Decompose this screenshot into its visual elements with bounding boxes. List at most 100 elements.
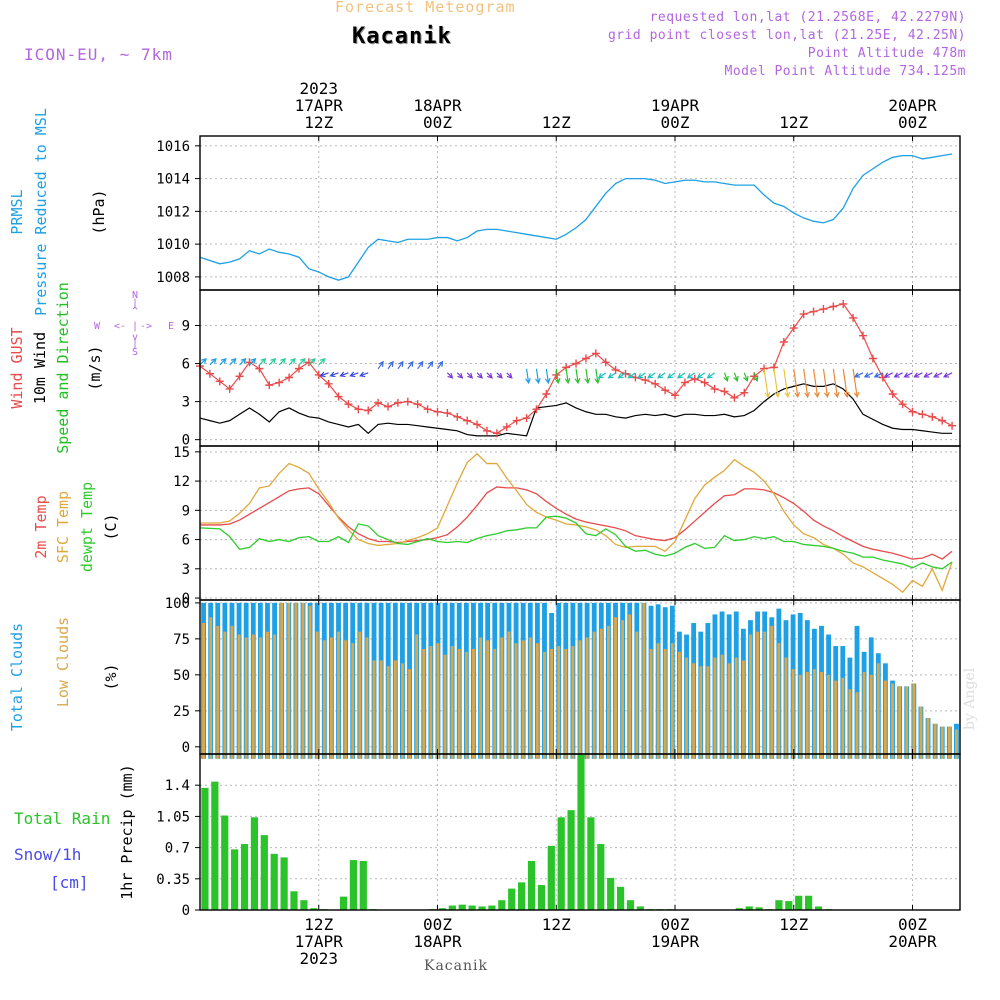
- rain-bar: [755, 907, 763, 910]
- low-clouds-bar: [876, 663, 880, 759]
- wind-arrow: [733, 372, 739, 383]
- low-clouds-bar: [741, 660, 745, 759]
- wind-gust-marker: [938, 416, 947, 425]
- wind-gust-markers: [196, 299, 957, 438]
- wind-arrow: [319, 371, 329, 378]
- wind-gust-marker: [512, 416, 521, 425]
- low-clouds-bar: [663, 648, 667, 759]
- panel-3-frame: [199, 445, 961, 601]
- time-label: 17APR: [295, 96, 344, 115]
- rain-bar: [468, 905, 476, 910]
- location-name: Kacanik: [352, 24, 452, 49]
- low-clouds-bar: [400, 663, 404, 759]
- low-clouds-bar: [358, 631, 362, 759]
- wind-arrow: [359, 371, 369, 378]
- compass-n: N: [132, 290, 139, 301]
- ytick-label: 1008: [156, 270, 190, 286]
- low-clouds-bar: [763, 631, 767, 759]
- low-clouds-bar: [216, 625, 220, 759]
- wind-gust-marker: [255, 364, 264, 373]
- low-clouds-bar: [528, 637, 532, 759]
- wind-gust-marker: [492, 429, 501, 438]
- low-clouds-bar: [457, 648, 461, 759]
- ytick-label: 1010: [156, 237, 190, 253]
- rain-bar: [785, 901, 793, 910]
- low-clouds-bar: [912, 683, 916, 759]
- rain-bar: [221, 815, 229, 910]
- wind-arrow: [763, 368, 771, 399]
- wind-gust-marker: [443, 409, 452, 418]
- low-clouds-bar: [905, 686, 909, 759]
- rain-bar: [537, 885, 546, 910]
- wind-arrow: [584, 368, 591, 385]
- low-clouds-bar: [770, 625, 774, 759]
- wind-arrow: [496, 372, 503, 379]
- wind-arrow: [676, 372, 686, 379]
- temp-2m-label: 2m Temp: [32, 495, 50, 558]
- wind-arrow: [329, 371, 339, 378]
- wind-arrow: [812, 368, 820, 399]
- low-clouds-bar: [337, 631, 340, 759]
- rain-bar: [488, 905, 496, 910]
- low-clouds-bar: [514, 643, 518, 759]
- low-clouds-bar: [372, 660, 376, 759]
- low-clouds-bar: [365, 637, 369, 759]
- ytick-label: 0: [182, 433, 190, 449]
- dewpt-label: dewpt Temp: [78, 482, 96, 572]
- wind-arrow: [387, 360, 394, 370]
- low-clouds-bar: [578, 640, 582, 759]
- wind-gust-marker: [265, 381, 274, 390]
- time-label: 12Z: [542, 113, 571, 132]
- model-name: ICON-EU, ~ 7km: [24, 45, 173, 64]
- wind-gust-marker: [354, 405, 363, 414]
- rain-bars: [201, 754, 832, 910]
- low-clouds-bar: [784, 657, 788, 759]
- low-clouds-bar: [230, 625, 234, 759]
- ytick-label: 0: [182, 740, 190, 756]
- wind-arrow: [506, 372, 513, 379]
- wind-arrow: [607, 372, 616, 379]
- wind-direction-arrows: [199, 357, 953, 399]
- wind-arrow: [544, 368, 551, 385]
- low-clouds-bar: [954, 729, 958, 759]
- low-clouds-bar: [557, 646, 561, 759]
- sfc-temp-line: [200, 452, 953, 594]
- panel-5-frame: [199, 753, 961, 911]
- low-clouds-bar: [464, 651, 468, 759]
- rain-bar: [527, 860, 536, 910]
- low-clouds-bar: [592, 631, 596, 759]
- rain-bar: [290, 891, 298, 910]
- low-clouds-bar: [266, 631, 269, 759]
- wind-gust-marker: [601, 358, 610, 367]
- wind-gust-marker: [680, 378, 689, 387]
- low-clouds-bar: [351, 643, 355, 759]
- wind-gust-marker: [918, 410, 927, 419]
- ytick-label: 0.7: [165, 841, 190, 857]
- wind-gust-marker: [928, 412, 937, 421]
- panel-2-yaxis: 0 3 6 9: [182, 290, 913, 449]
- wind-arrow: [417, 360, 424, 370]
- low-clouds-bar: [273, 634, 277, 759]
- wind-arrow: [339, 371, 349, 378]
- wind-arrow: [903, 372, 913, 378]
- low-clouds-bar: [344, 640, 348, 759]
- low-clouds-bar: [883, 680, 887, 759]
- rain-bar: [270, 853, 278, 910]
- panel-1-yaxis: 1008 1010 1012 1014 1016: [156, 136, 913, 290]
- ytick-label: 1.4: [165, 778, 190, 794]
- time-label: 20APR: [888, 96, 937, 115]
- low-clouds-bar: [869, 674, 873, 759]
- wind-arrow: [594, 368, 601, 385]
- credit-watermark: by Angel: [962, 667, 978, 730]
- rain-bar: [508, 888, 516, 910]
- low-clouds-bar: [621, 620, 625, 759]
- low-clouds-bar: [237, 634, 241, 759]
- wind-arrow: [873, 372, 884, 378]
- low-clouds-bar: [820, 671, 823, 759]
- ytick-label: 6: [182, 357, 190, 373]
- low-clouds-bar: [692, 663, 696, 759]
- time-label: 00Z: [898, 915, 927, 934]
- wind-gust-marker: [344, 400, 353, 409]
- wind-gust-marker: [671, 391, 679, 400]
